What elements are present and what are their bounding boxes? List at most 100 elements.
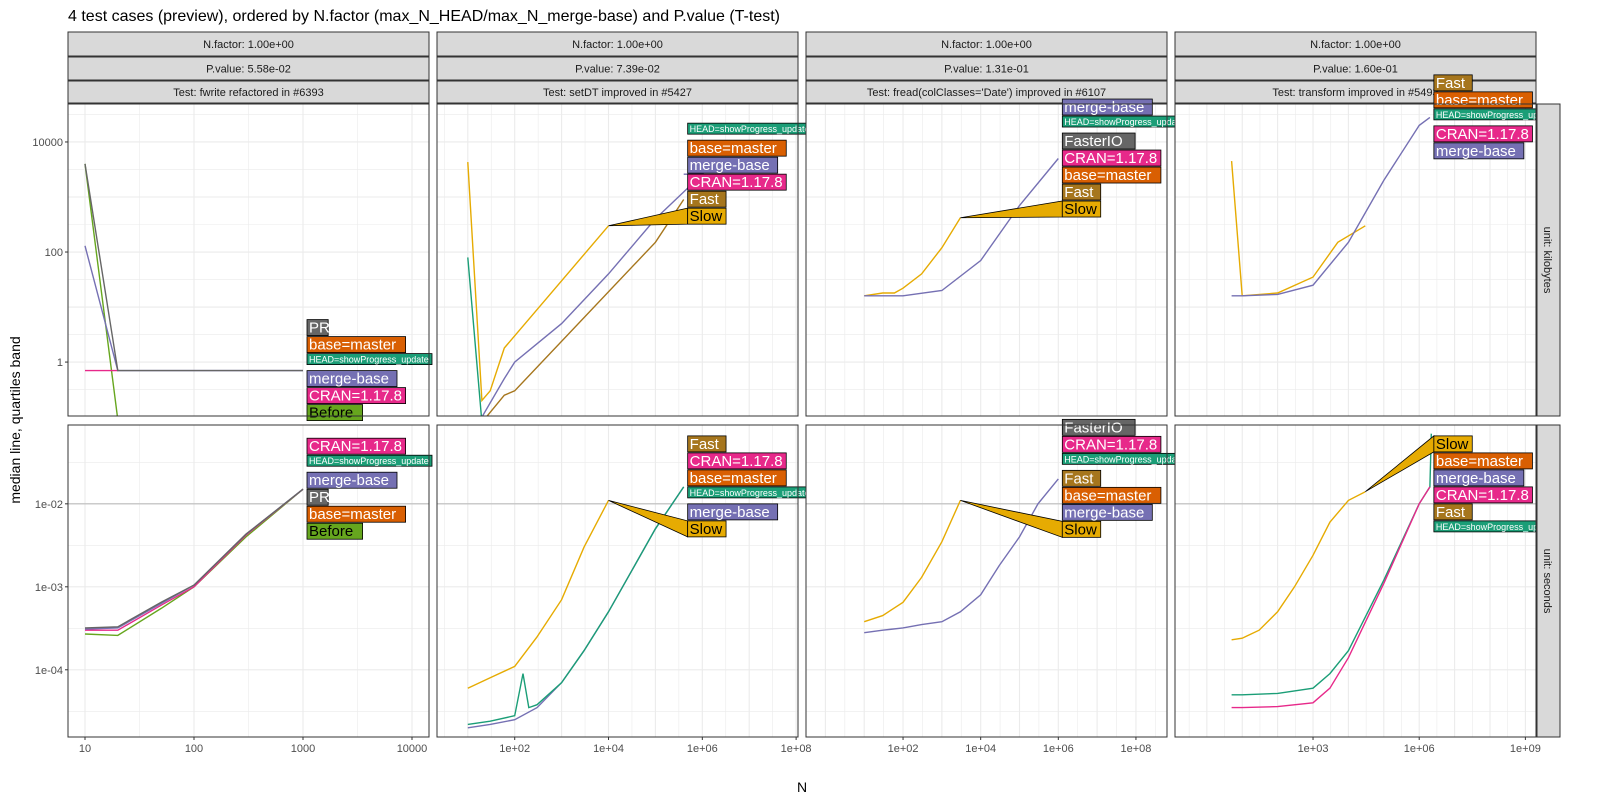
row-strip-label: unit: seconds: [1541, 549, 1553, 614]
x-tick-label: 10: [79, 743, 91, 755]
direct-label-box: [1061, 503, 1153, 521]
direct-label-box: [687, 435, 727, 453]
series-line-merge-base: [1231, 116, 1431, 297]
direct-label: Slow: [1436, 436, 1469, 453]
direct-label: HEAD=showProgress_update: [690, 124, 810, 134]
direct-label: HEAD=showProgress_update: [1064, 117, 1184, 127]
x-tick-label: 1e+02: [499, 743, 530, 755]
facet-strip: [436, 31, 799, 57]
direct-label: merge-base: [1064, 504, 1144, 521]
direct-label-box: [687, 139, 787, 157]
series-group: [84, 488, 304, 637]
direct-label-box: [306, 437, 406, 455]
series-line-fast: [486, 199, 685, 416]
series-group: [467, 486, 685, 729]
direct-label: CRAN=1.17.8: [309, 438, 402, 455]
facet-strip-label: N.factor: 1.00e+00: [1310, 39, 1401, 51]
x-tick-label: 1e+04: [593, 743, 624, 755]
direct-label: CRAN=1.17.8: [690, 174, 783, 191]
facet-strip: [1174, 31, 1537, 57]
row-strip-label: unit: kilobytes: [1541, 227, 1553, 294]
x-tick-label: 1e+03: [1298, 743, 1329, 755]
direct-label: PR: [309, 320, 330, 337]
direct-label-box: [306, 319, 329, 336]
direct-label-box: [1061, 200, 1102, 218]
direct-label: FasterIO: [1064, 133, 1122, 150]
facet-strip: [805, 56, 1168, 81]
direct-label: merge-base: [1436, 143, 1516, 160]
y-axis-title: median line, quartiles band: [7, 336, 23, 503]
series-group: [1231, 433, 1432, 709]
panel-border: [436, 424, 799, 738]
y-tick-label: 100: [45, 247, 63, 259]
direct-label-box: [1061, 166, 1162, 184]
direct-label: base=master: [309, 337, 396, 354]
x-tick-label: 10000: [397, 743, 428, 755]
series-line-slow: [467, 500, 610, 689]
facet-strip-label: Test: setDT improved in #5427: [543, 87, 692, 99]
direct-label-box: [1433, 469, 1525, 487]
facet-strip-label: N.factor: 1.00e+00: [941, 39, 1032, 51]
panel: [1175, 425, 1536, 737]
direct-label-box: [687, 520, 727, 538]
direct-label: CRAN=1.17.8: [1436, 126, 1529, 143]
facet-strip: [1174, 56, 1537, 81]
direct-label: merge-base: [1436, 470, 1516, 487]
panel-border: [67, 424, 430, 738]
direct-label-box: [1061, 183, 1102, 201]
direct-label: merge-base: [1064, 99, 1144, 116]
direct-label: Slow: [1064, 521, 1097, 538]
direct-label-box: [1061, 435, 1162, 453]
direct-label: base=master: [1064, 167, 1151, 184]
row-strip: [1536, 424, 1561, 738]
direct-label: HEAD=showProgress_update: [309, 355, 429, 365]
panel-border: [805, 103, 1168, 417]
series-group: [864, 158, 1059, 297]
direct-label: merge-base: [690, 157, 770, 174]
direct-label: merge-base: [309, 371, 389, 388]
direct-label: HEAD=showProgress_update: [1064, 454, 1184, 464]
x-tick-label: 1e+08: [781, 743, 812, 755]
direct-label-box: [306, 522, 363, 540]
facet-strip-label: P.value: 5.58e-02: [206, 64, 291, 76]
direct-label: CRAN=1.17.8: [690, 453, 783, 470]
direct-label-box: [306, 454, 433, 467]
series-line-pr: [84, 163, 303, 372]
panel-background: [806, 425, 1167, 737]
y-tick-label: 1e-04: [35, 665, 63, 677]
direct-label: CRAN=1.17.8: [1064, 150, 1157, 167]
direct-label-box: [1433, 486, 1533, 504]
series-line-slow: [864, 217, 961, 297]
direct-label-box: [306, 370, 398, 387]
series-line-merge-base: [864, 158, 1059, 297]
direct-label-box: [306, 404, 363, 421]
direct-label-box: [687, 190, 727, 208]
direct-label: CRAN=1.17.8: [1436, 487, 1529, 504]
series-line-slow: [467, 162, 610, 403]
series-line-head-showprogress-update: [467, 257, 483, 416]
direct-label-box: [1433, 142, 1525, 160]
chart-title: 4 test cases (preview), ordered by N.fac…: [68, 8, 780, 25]
direct-label-box: [687, 207, 727, 225]
direct-label: HEAD=showProgress_update: [690, 488, 810, 498]
facet-strip-label: P.value: 7.39e-02: [575, 64, 660, 76]
direct-label: CRAN=1.17.8: [1064, 436, 1157, 453]
panel-border: [1174, 103, 1537, 417]
panel-border: [805, 424, 1168, 738]
direct-label-box: [1433, 452, 1533, 470]
series-line-slow: [1231, 491, 1366, 641]
direct-label-box: [306, 488, 329, 506]
facet-strip-label: P.value: 1.31e-01: [944, 64, 1029, 76]
direct-label: base=master: [1436, 92, 1523, 109]
panel-border: [67, 103, 430, 417]
series-line-slow: [1230, 161, 1366, 297]
x-tick-label: 1e+06: [1404, 743, 1435, 755]
direct-label: Slow: [690, 521, 723, 538]
direct-label: HEAD=showProgress_update: [309, 456, 429, 466]
direct-label: base=master: [690, 140, 777, 157]
x-tick-label: 1e+06: [687, 743, 718, 755]
x-tick-label: 1e+04: [965, 743, 996, 755]
direct-label-box: [306, 505, 406, 523]
series-group: [84, 163, 303, 416]
